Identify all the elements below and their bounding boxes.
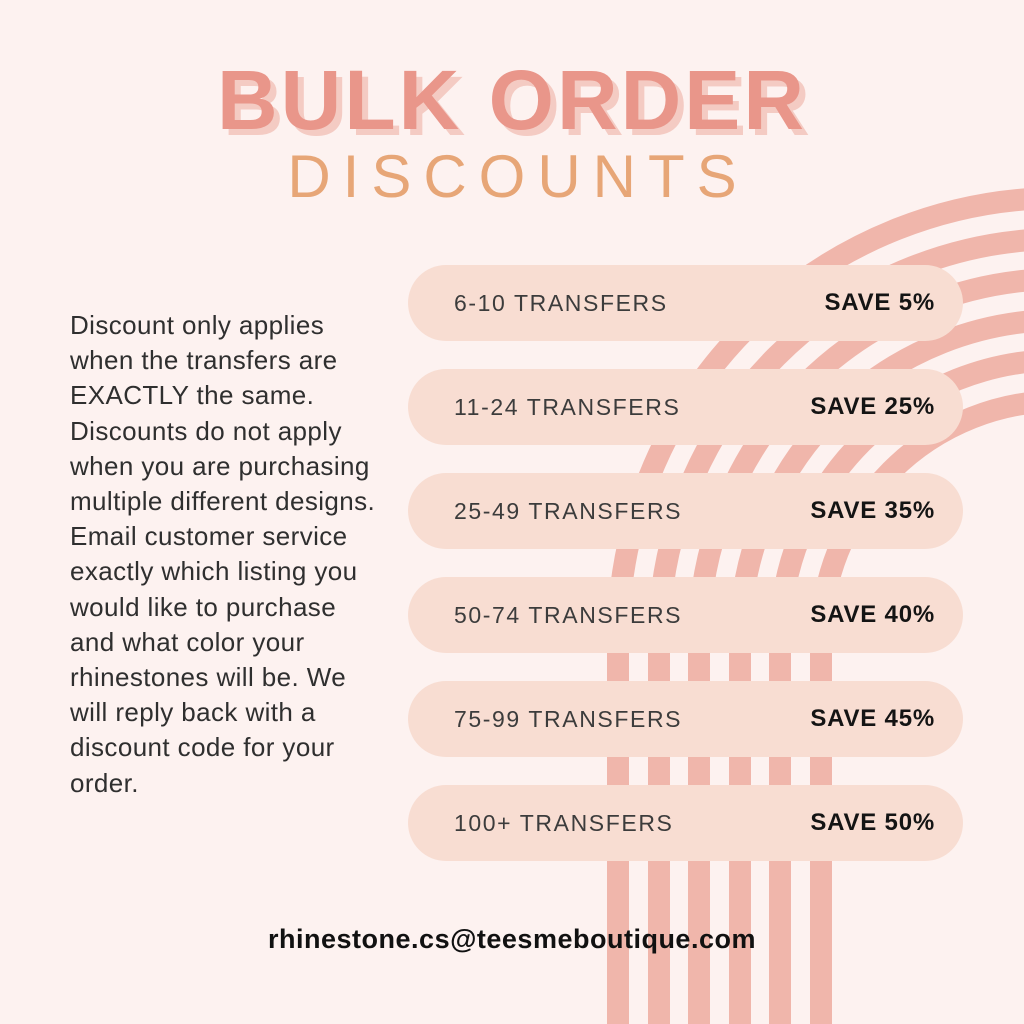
tier-save-label: SAVE 45%: [810, 705, 935, 732]
discount-policy-text: Discount only applies when the transfers…: [70, 310, 376, 798]
tier-range-label: 6-10 TRANSFERS: [454, 289, 668, 316]
tier-range-label: 11-24 TRANSFERS: [454, 393, 681, 420]
tier-save-label: SAVE 40%: [810, 601, 935, 628]
customer-service-email: rhinestone.cs@teesmeboutique.com: [268, 924, 756, 954]
tier-save-label: SAVE 25%: [810, 393, 935, 420]
discount-tier-row: 11-24 TRANSFERS SAVE 25%: [408, 369, 963, 445]
tier-range-label: 50-74 TRANSFERS: [454, 601, 683, 628]
tier-range-label: 25-49 TRANSFERS: [454, 497, 683, 524]
tier-save-label: SAVE 50%: [810, 809, 935, 836]
tier-range-label: 75-99 TRANSFERS: [454, 705, 683, 732]
tier-save-label: SAVE 5%: [824, 289, 935, 316]
discount-tier-list: 6-10 TRANSFERS SAVE 5% 11-24 TRANSFERS S…: [408, 265, 963, 861]
discount-tier-row: 75-99 TRANSFERS SAVE 45%: [408, 681, 963, 757]
discount-tier-row: 50-74 TRANSFERS SAVE 40%: [408, 577, 963, 653]
tier-save-label: SAVE 35%: [810, 497, 935, 524]
tier-range-label: 100+ TRANSFERS: [454, 809, 674, 836]
page-subtitle: DISCOUNTS: [287, 143, 749, 210]
page-title: BULK ORDER: [217, 53, 807, 147]
discount-tier-row: 25-49 TRANSFERS SAVE 35%: [408, 473, 963, 549]
discount-tier-row: 6-10 TRANSFERS SAVE 5%: [408, 265, 963, 341]
discount-tier-row: 100+ TRANSFERS SAVE 50%: [408, 785, 963, 861]
